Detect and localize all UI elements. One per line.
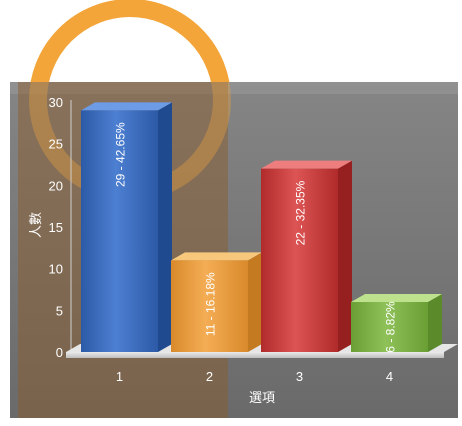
- bar-top: [351, 294, 442, 302]
- bar-2: 11 - 16.18%: [171, 252, 262, 352]
- x-tick-labels: 1 2 3 4: [116, 369, 393, 384]
- x-axis-label: 選項: [249, 390, 275, 405]
- bar-front: [261, 168, 338, 352]
- y-tick-label: 15: [49, 220, 63, 235]
- bar-data-label: 11 - 16.18%: [204, 272, 218, 336]
- bar-top: [261, 160, 352, 169]
- y-tick-label: 10: [49, 262, 63, 277]
- bar-1: 29 - 42.65%: [81, 102, 172, 352]
- bar-data-label: 29 - 42.65%: [114, 122, 128, 187]
- y-tick-label: 25: [49, 137, 63, 152]
- bar-3: 22 - 32.35%: [261, 160, 352, 352]
- bar-4: 6 - 8.82%: [351, 294, 442, 353]
- bar-data-label: 6 - 8.82%: [384, 301, 398, 353]
- bar-side: [338, 160, 352, 352]
- x-tick-label: 2: [206, 369, 213, 384]
- bar-side: [158, 102, 172, 352]
- bar-front: [81, 110, 158, 352]
- bar-top: [81, 102, 172, 111]
- bar-data-label: 22 - 32.35%: [294, 180, 308, 245]
- chart-floor-front: [66, 352, 444, 358]
- x-tick-label: 3: [296, 369, 303, 384]
- y-tick-label: 0: [56, 345, 63, 360]
- y-tick-label: 20: [49, 178, 63, 193]
- bar-side: [428, 294, 442, 352]
- bar-top: [171, 252, 262, 261]
- y-tick-label: 30: [49, 95, 63, 110]
- x-tick-label: 1: [116, 369, 123, 384]
- bar-front: [351, 302, 428, 352]
- plot-top-band: [10, 82, 458, 94]
- bar-front: [171, 260, 248, 352]
- x-tick-label: 4: [386, 369, 393, 384]
- y-tick-labels: 0 5 10 15 20 25 30: [49, 95, 63, 360]
- y-axis-label: 人數: [28, 212, 43, 238]
- y-tick-label: 5: [56, 303, 63, 318]
- bars: 29 - 42.65% 11 - 16.18% 22 - 32.35% 6 - 8.8…: [81, 102, 442, 353]
- bar-side: [248, 252, 262, 352]
